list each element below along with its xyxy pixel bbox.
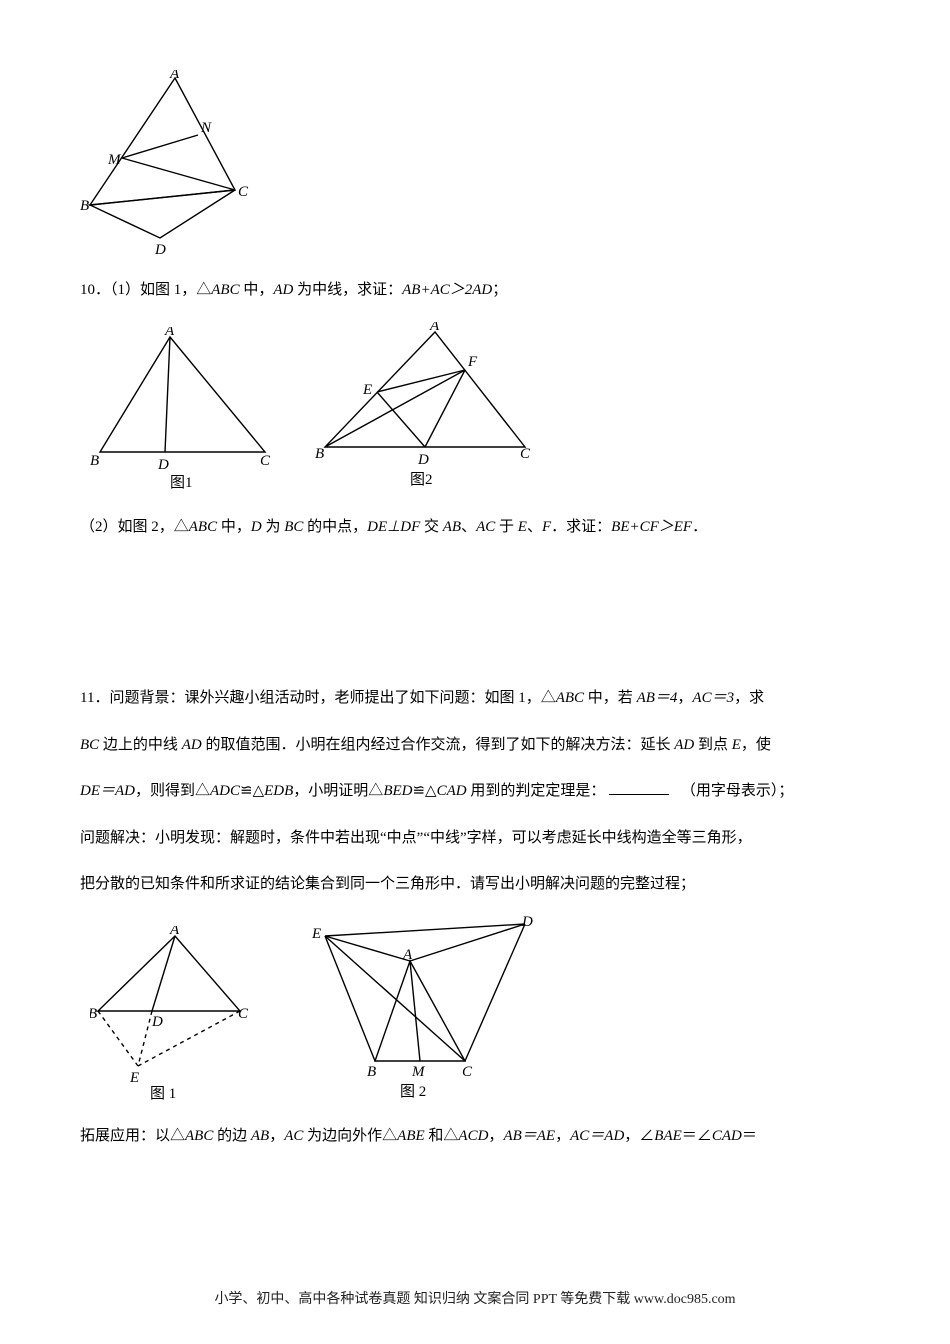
fill-blank[interactable] xyxy=(609,794,669,795)
caption: 图2 xyxy=(410,471,433,488)
caption: 图 1 xyxy=(150,1085,176,1101)
problem-11-line3: DE＝AD，则得到△ADC≌△EDB，小明证明△BED≌△CAD 用到的判定定理… xyxy=(80,776,870,808)
label-c: C xyxy=(520,446,531,462)
label-c: C xyxy=(462,1064,473,1080)
label-d: D xyxy=(151,1014,163,1030)
page-footer: 小学、初中、高中各种试卷真题 知识归纳 文案合同 PPT 等免费下载 www.d… xyxy=(0,1288,950,1308)
figure-p10-left: A B C D 图1 xyxy=(90,327,275,497)
problem-11-line6: 拓展应用：以△ABC 的边 AB，AC 为边向外作△ABE 和△ACD，AB＝A… xyxy=(80,1121,870,1153)
label-a: A xyxy=(402,947,413,963)
problem-10-part1: 10．（1）如图 1，△ABC 中，AD 为中线，求证：AB+AC＞2AD； xyxy=(80,275,870,307)
label-c: C xyxy=(260,453,271,469)
label-e: E xyxy=(362,382,372,398)
problem-11-line2: BC 边上的中线 AD 的取值范围．小明在组内经过合作交流，得到了如下的解决方法… xyxy=(80,730,870,762)
label-d: D xyxy=(157,457,169,473)
label-a: A xyxy=(429,322,440,334)
label-a: A xyxy=(164,327,175,339)
figure-p11-left: A B C D E 图 1 xyxy=(90,926,250,1106)
label-b: B xyxy=(90,453,99,469)
label-f: F xyxy=(467,354,478,370)
caption: 图 2 xyxy=(400,1083,426,1100)
figure-row-p10: A B C D 图1 A xyxy=(90,322,870,497)
caption: 图1 xyxy=(170,474,193,491)
label-b: B xyxy=(80,198,89,214)
label-a: A xyxy=(169,70,180,82)
problem-11-line4: 问题解决：小明发现：解题时，条件中若出现“中点”“中线”字样，可以考虑延长中线构… xyxy=(80,823,870,855)
label-n: N xyxy=(200,120,212,136)
label-c: C xyxy=(238,184,249,200)
label-d: D xyxy=(154,242,166,255)
problem-11-line1: 11．问题背景：课外兴趣小组活动时，老师提出了如下问题：如图 1，△ABC 中，… xyxy=(80,683,870,715)
figure-p10-right: A B C D E F 图2 xyxy=(315,322,535,497)
label-b: B xyxy=(315,446,324,462)
problem-10-part2: （2）如图 2，△ABC 中，D 为 BC 的中点，DE⊥DF 交 AB、AC … xyxy=(80,512,870,544)
figure-top: A B C D M N xyxy=(80,70,870,260)
footer-text: 小学、初中、高中各种试卷真题 知识归纳 文案合同 PPT 等免费下载 www.d… xyxy=(214,1292,735,1307)
label-b: B xyxy=(90,1006,97,1022)
spacer xyxy=(80,558,870,668)
label-c: C xyxy=(238,1006,249,1022)
label-m: M xyxy=(411,1064,426,1080)
label-e: E xyxy=(129,1070,139,1086)
label-e: E xyxy=(311,926,321,942)
figure-row-p11: A B C D E 图 1 xyxy=(90,916,870,1106)
page: A B C D M N 10．（1）如图 1，△ABC 中，AD 为中线，求证：… xyxy=(0,0,950,1344)
label-a: A xyxy=(169,926,180,938)
label-b: B xyxy=(367,1064,376,1080)
problem-11-line5: 把分散的已知条件和所求证的结论集合到同一个三角形中．请写出小明解决问题的完整过程… xyxy=(80,869,870,901)
label-m: M xyxy=(107,152,122,168)
figure-p11-right: A B C D E M 图 2 xyxy=(300,916,535,1106)
label-d: D xyxy=(417,452,429,468)
label-d: D xyxy=(521,916,533,930)
